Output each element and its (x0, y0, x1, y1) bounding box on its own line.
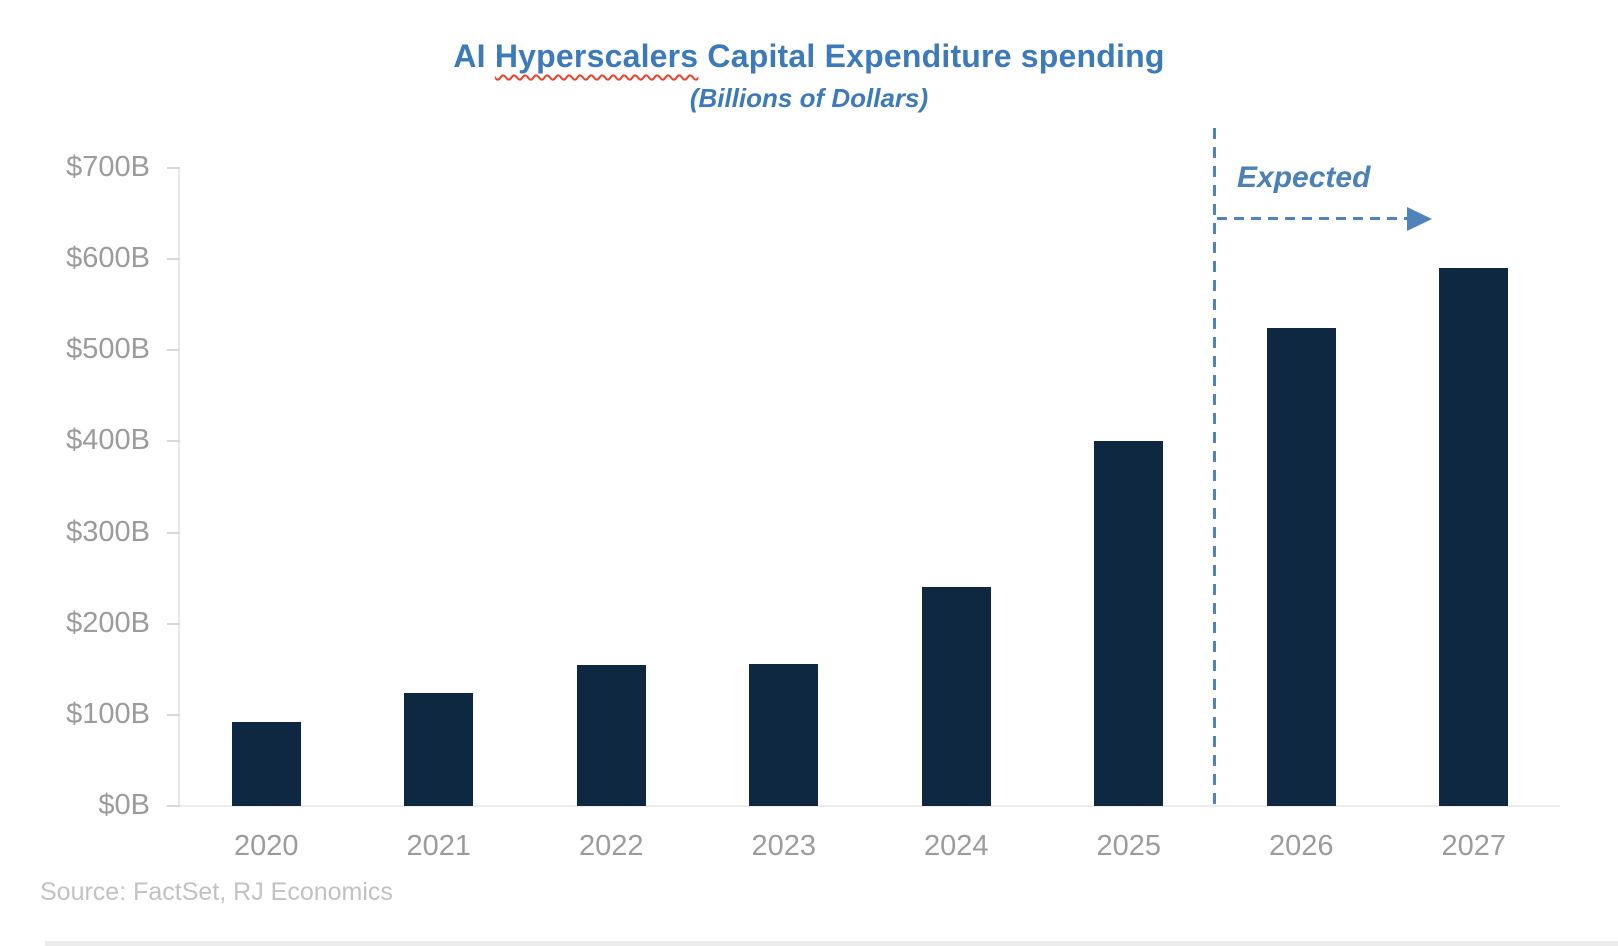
y-axis-label: $300B (66, 515, 150, 548)
y-axis-label: $400B (66, 424, 150, 457)
bottom-edge-line (45, 941, 1618, 946)
x-axis-label: 2027 (1441, 830, 1506, 862)
y-axis-label: $600B (66, 242, 150, 275)
bar-2020 (231, 722, 301, 806)
expected-arrow-head-icon (1407, 207, 1432, 231)
source-note: Source: FactSet, RJ Economics (40, 878, 393, 906)
x-axis-label: 2020 (233, 830, 299, 862)
y-axis-tick (167, 349, 180, 352)
y-axis-tick (167, 531, 180, 534)
y-axis-label: $200B (66, 606, 150, 639)
chart-title-prefix: AI (453, 38, 495, 74)
y-axis-tick (167, 440, 180, 443)
x-axis-label: 2023 (751, 830, 816, 862)
bar-2023 (749, 663, 819, 806)
x-axis-label: 2026 (1268, 830, 1334, 862)
chart-header: AI Hyperscalers Capital Expenditure spen… (0, 38, 1618, 114)
y-axis-label: $700B (66, 151, 150, 183)
y-axis-tick (167, 713, 180, 716)
y-axis-label: $0B (98, 789, 150, 821)
x-axis-label: 2024 (923, 830, 989, 862)
chart-subtitle: (Billions of Dollars) (689, 83, 929, 113)
y-axis-tick (167, 258, 180, 261)
bar-2024 (921, 587, 991, 806)
bar-2026 (1266, 327, 1336, 806)
bar-2027 (1439, 268, 1509, 806)
x-axis-label: 2022 (578, 830, 644, 862)
expected-arrow-shaft (1217, 217, 1409, 220)
bar-2022 (576, 664, 646, 806)
forecast-divider-line (1213, 128, 1216, 806)
y-axis-tick (167, 805, 180, 807)
y-axis-line (178, 168, 180, 806)
y-axis-label: $500B (66, 333, 150, 366)
bar-2025 (1094, 441, 1164, 806)
y-axis-tick (167, 167, 180, 169)
y-axis-tick (167, 622, 180, 625)
title-misspelled-word: Hyperscalers (494, 38, 699, 74)
chart-title: AI Hyperscalers Capital Expenditure spen… (0, 38, 1618, 75)
chart-title-suffix: Capital Expenditure spending (698, 38, 1165, 74)
x-axis-line (168, 805, 1560, 807)
expected-label: Expected (1237, 161, 1371, 194)
bar-2021 (404, 692, 474, 806)
x-axis-label: 2025 (1096, 830, 1161, 862)
x-axis-label: 2021 (406, 830, 471, 862)
y-axis-label: $100B (66, 697, 150, 730)
